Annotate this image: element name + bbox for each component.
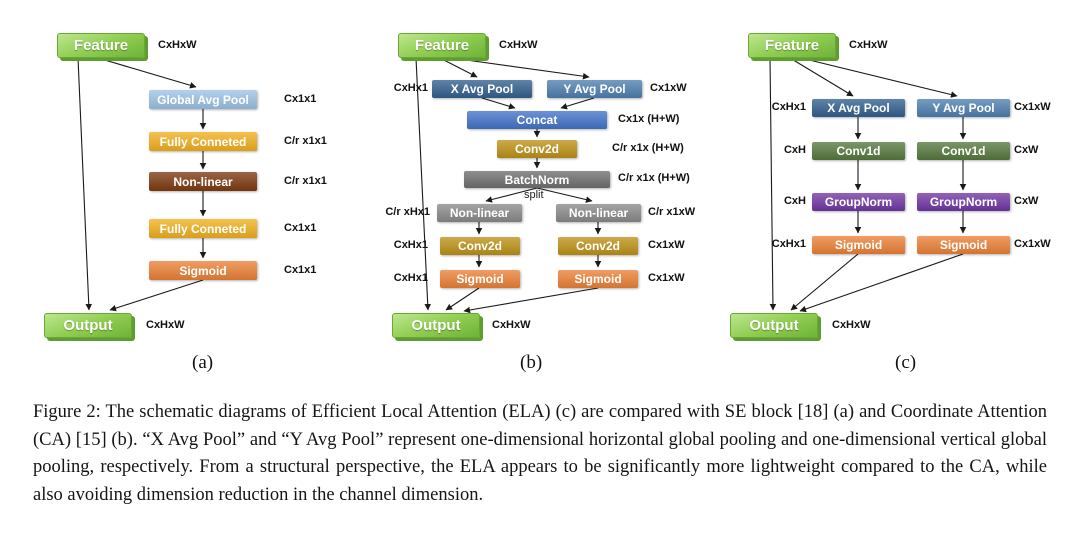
fully-connected-block: Fully Conneted [149,219,257,238]
feature-block: Feature [398,33,486,58]
dim-label: Cx1x1 [284,93,317,105]
output-block: Output [730,313,818,338]
conv2d-block: Conv2d [497,140,577,158]
panel-c-tag: (c) [895,352,917,373]
panel-c-connectors [769,57,967,313]
non-linear-block: Non-linear [437,204,522,222]
dim-label: CxHx1 [771,238,806,250]
dim-label: CxHxW [499,39,538,51]
non-linear-block: Non-linear [556,204,641,222]
sigmoid-block: Sigmoid [558,270,638,288]
sigmoid-block: Sigmoid [812,236,905,254]
dim-label: C/r x1x (H+W) [618,172,690,184]
feature-block: Feature [748,33,836,58]
dim-label: Cx1xW [648,272,685,284]
groupnorm-block: GroupNorm [812,193,905,211]
dim-label: Cx1xW [648,239,685,251]
panel-b-tag: (b) [520,352,543,373]
sigmoid-block: Sigmoid [917,236,1010,254]
dim-label: CxHx1 [393,239,428,251]
dim-label: CxHx1 [393,82,428,94]
dim-label: CxH [783,144,806,156]
split-label: split [524,189,544,201]
dim-label: CxW [1014,195,1039,207]
non-linear-block: Non-linear [149,172,257,191]
dim-label: CxHxW [492,319,531,331]
dim-label: CxHxW [158,39,197,51]
dim-label: CxW [1014,144,1039,156]
panel-a-connectors [77,57,207,312]
output-block: Output [44,313,132,338]
sigmoid-block: Sigmoid [440,270,520,288]
dim-label: C/r xHx1 [385,206,430,218]
dim-label: Cx1x (H+W) [618,113,680,125]
output-block: Output [392,313,480,338]
conv2d-block: Conv2d [440,237,520,255]
connector-arrows [77,57,967,314]
groupnorm-block: GroupNorm [917,193,1010,211]
feature-block: Feature [57,33,145,58]
x-avg-pool-block: X Avg Pool [432,80,532,98]
conv1d-block: Conv1d [812,142,905,160]
dim-label: Cx1x1 [284,264,317,276]
conv1d-block: Conv1d [917,142,1010,160]
dim-label: CxHxW [832,319,871,331]
global-avg-pool-block: Global Avg Pool [149,90,257,109]
panel-a-tag: (a) [192,352,214,373]
y-avg-pool-block: Y Avg Pool [547,80,642,98]
concat-block: Concat [467,111,607,129]
fully-connected-block: Fully Conneted [149,132,257,151]
figure-caption: Figure 2: The schematic diagrams of Effi… [33,402,1047,505]
panel-b-connectors [415,57,602,314]
y-avg-pool-block: Y Avg Pool [917,99,1010,117]
sigmoid-block: Sigmoid [149,261,257,280]
batchnorm-block: BatchNorm [464,171,610,188]
dim-label: Cx1xW [1014,101,1051,113]
dim-label: CxH [783,195,806,207]
dim-label: C/r x1x1 [284,175,327,187]
conv2d-block: Conv2d [558,237,638,255]
dim-label: C/r x1x1 [284,135,327,147]
dim-label: Cx1xW [1014,238,1051,250]
dim-label: Cx1x1 [284,222,317,234]
dim-label: CxHxW [849,39,888,51]
dim-label: Cx1xW [650,82,687,94]
x-avg-pool-block: X Avg Pool [812,99,905,117]
dim-label: CxHxW [146,319,185,331]
dim-label: C/r x1xW [648,206,696,218]
dim-label: C/r x1x (H+W) [612,142,684,154]
dim-label: CxHx1 [393,272,428,284]
dim-label: CxHx1 [771,101,806,113]
